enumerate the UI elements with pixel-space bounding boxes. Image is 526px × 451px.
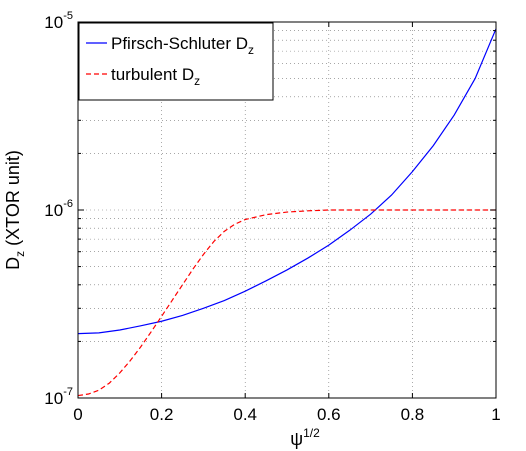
series-line-0	[77, 28, 497, 335]
legend-label-pfirsch-schluter-sub: z	[248, 43, 254, 57]
y-tick-label-base: 10	[44, 13, 63, 32]
y-tick-label: 10-7	[44, 386, 73, 408]
legend-label-turbulent: turbulent Dz	[111, 65, 200, 88]
legend-box	[78, 22, 274, 101]
y-axis-label-sub: z	[13, 251, 27, 257]
y-tick-label-exp: -6	[63, 198, 73, 210]
x-axis-label-main: ψ	[290, 429, 303, 449]
x-tick-label: 0.8	[401, 405, 425, 424]
y-tick-label-exp: -7	[63, 386, 73, 398]
y-axis-label-main: D	[3, 257, 23, 270]
y-tick-label-base: 10	[44, 389, 63, 408]
x-tick-label: 0	[73, 405, 82, 424]
y-tick-label-exp: -5	[63, 10, 73, 22]
y-tick-label: 10-5	[44, 10, 73, 32]
y-tick-label: 10-6	[44, 198, 73, 220]
y-axis-label: Dz (XTOR unit)	[3, 150, 27, 270]
series-line-1	[77, 209, 496, 397]
y-tick-label-base: 10	[44, 201, 63, 220]
legend: Pfirsch-Schluter Dz turbulent Dz	[78, 22, 274, 101]
x-axis-label: ψ1/2	[290, 426, 320, 449]
x-axis-label-sup: 1/2	[303, 426, 320, 440]
legend-label-turbulent-sub: z	[194, 74, 200, 88]
grid	[78, 22, 496, 398]
y-axis-label-suffix: (XTOR unit)	[3, 150, 23, 251]
legend-label-pfirsch-schluter: Pfirsch-Schluter Dz	[111, 34, 254, 57]
x-tick-label: 0.6	[317, 405, 341, 424]
x-tick-label: 0.2	[150, 405, 174, 424]
x-tick-label: 1	[491, 405, 500, 424]
x-tick-label: 0.4	[233, 405, 257, 424]
series-group	[77, 28, 497, 397]
legend-label-turbulent-main: turbulent D	[111, 65, 194, 84]
legend-label-pfirsch-schluter-main: Pfirsch-Schluter D	[111, 34, 248, 53]
